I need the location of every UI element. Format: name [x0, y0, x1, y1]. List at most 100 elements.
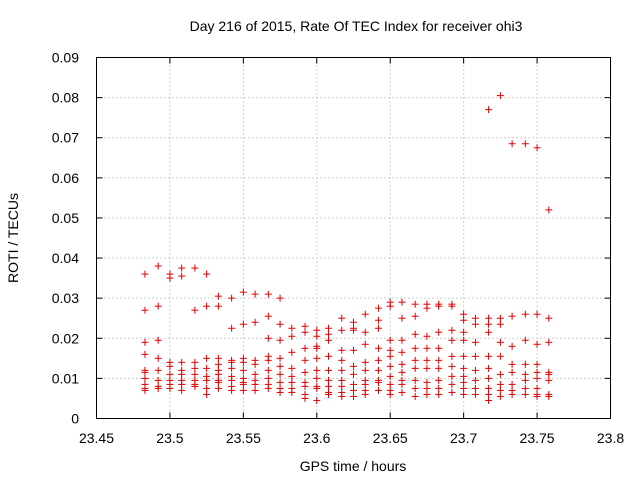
- data-point: [191, 264, 199, 272]
- data-point: [460, 384, 468, 392]
- data-point: [338, 392, 346, 400]
- data-point: [203, 364, 211, 372]
- data-point: [203, 376, 211, 384]
- data-point: [398, 298, 406, 306]
- data-point: [361, 366, 369, 374]
- data-point: [264, 356, 272, 364]
- data-point: [374, 304, 382, 312]
- x-tick-label: 23.55: [226, 430, 261, 446]
- data-point: [423, 390, 431, 398]
- data-point: [141, 270, 149, 278]
- data-point: [350, 370, 357, 378]
- data-point: [460, 390, 468, 398]
- data-point: [496, 338, 504, 346]
- y-tick-label: 0.07: [52, 130, 79, 146]
- axis-ticks: 23.45 23.5 23.55 23.6 23.65 23.7 23.75 23.8 0 0.0…: [52, 50, 625, 447]
- y-tick-label: 0.01: [52, 370, 79, 386]
- data-point: [325, 336, 333, 344]
- data-point: [214, 384, 222, 392]
- y-tick-label: 0.06: [52, 170, 79, 186]
- data-point: [448, 380, 456, 388]
- data-point: [276, 378, 284, 386]
- data-point: [398, 336, 406, 344]
- data-point: [448, 326, 456, 334]
- data-point: [154, 366, 162, 374]
- data-point: [533, 144, 541, 152]
- data-point: [350, 386, 357, 394]
- data-point: [288, 348, 296, 356]
- data-point: [460, 310, 468, 318]
- data-point: [350, 362, 357, 370]
- data-point: [521, 370, 529, 378]
- data-point: [374, 316, 382, 324]
- data-point: [386, 346, 394, 354]
- data-point: [301, 328, 309, 336]
- chart-title: Day 216 of 2015, Rate Of TEC Index for r…: [190, 18, 523, 34]
- data-point: [276, 294, 284, 302]
- y-tick-label: 0.08: [52, 90, 79, 106]
- data-point: [141, 386, 149, 394]
- data-point: [313, 396, 321, 404]
- data-point: [411, 376, 419, 384]
- data-point: [301, 382, 309, 390]
- data-point: [508, 312, 516, 320]
- data-point: [545, 206, 553, 214]
- data-point: [471, 384, 479, 392]
- data-point: [276, 388, 284, 396]
- data-point: [191, 358, 199, 366]
- data-point: [141, 368, 149, 376]
- data-point: [178, 386, 186, 394]
- data-point: [398, 380, 406, 388]
- data-point: [374, 366, 382, 374]
- data-point: [191, 306, 199, 314]
- data-point: [448, 372, 456, 380]
- data-point: [508, 342, 516, 350]
- data-point: [276, 320, 284, 328]
- data-point: [386, 352, 394, 360]
- data-point: [313, 366, 321, 374]
- data-point: [361, 340, 369, 348]
- data-point: [545, 370, 553, 378]
- data-point: [411, 384, 419, 392]
- data-point: [448, 302, 456, 310]
- data-point: [398, 368, 406, 376]
- data-point: [485, 396, 493, 404]
- data-point: [361, 310, 369, 318]
- data-point: [325, 352, 333, 360]
- data-point: [485, 364, 493, 372]
- data-point: [460, 336, 468, 344]
- data-point: [325, 382, 333, 390]
- x-tick-label: 23.45: [79, 430, 114, 446]
- data-point: [203, 302, 211, 310]
- data-point: [191, 370, 199, 378]
- data-point: [398, 388, 406, 396]
- plot-frame: [96, 57, 611, 419]
- data-point: [545, 338, 553, 346]
- data-point: [228, 358, 236, 366]
- data-point: [239, 386, 247, 394]
- data-point: [301, 344, 309, 352]
- data-point: [435, 302, 443, 310]
- data-point: [411, 356, 419, 364]
- data-point: [288, 372, 296, 380]
- data-point: [313, 332, 321, 340]
- y-tick-label: 0.02: [52, 330, 79, 346]
- data-point: [301, 356, 309, 364]
- data-point: [141, 338, 149, 346]
- data-point: [496, 386, 504, 394]
- data-point: [325, 366, 333, 374]
- data-point: [533, 384, 541, 392]
- data-point: [460, 316, 468, 324]
- data-point: [386, 380, 394, 388]
- data-point: [423, 384, 431, 392]
- data-point: [508, 380, 516, 388]
- data-point: [435, 328, 443, 336]
- data-point: [301, 368, 309, 376]
- data-point: [350, 326, 357, 334]
- data-point: [533, 360, 541, 368]
- data-point: [435, 356, 443, 364]
- data-point: [361, 358, 369, 366]
- data-point: [460, 328, 468, 336]
- data-point: [398, 314, 406, 322]
